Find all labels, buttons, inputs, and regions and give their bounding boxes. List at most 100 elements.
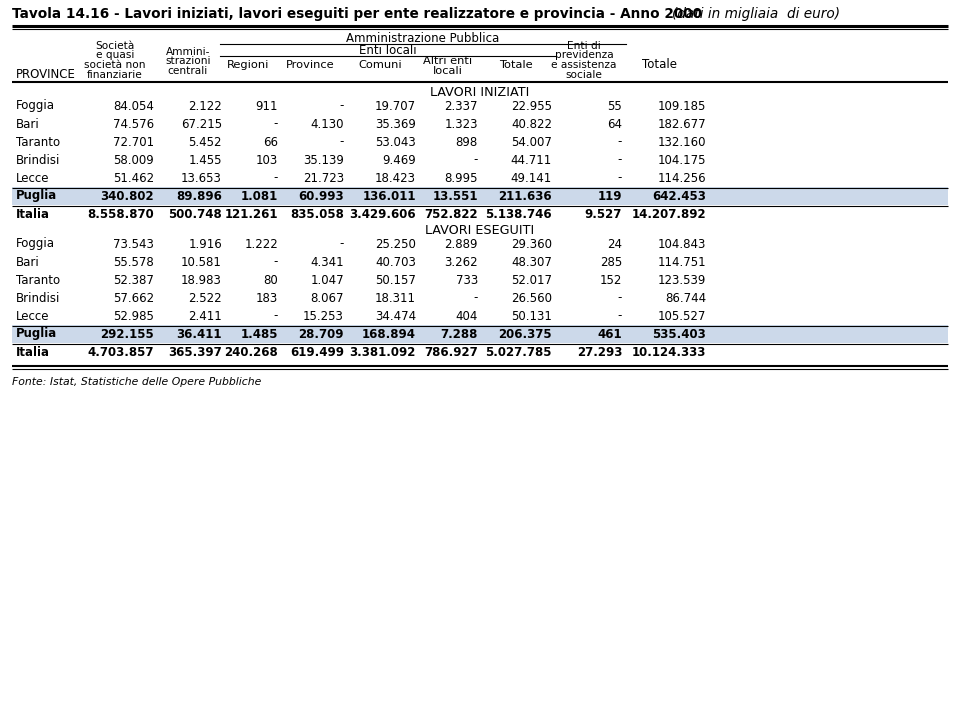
Text: Regioni: Regioni (227, 60, 269, 70)
Text: 3.262: 3.262 (444, 256, 478, 268)
Text: 55: 55 (608, 100, 622, 112)
Text: 25.250: 25.250 (375, 237, 416, 251)
Text: 104.843: 104.843 (658, 237, 706, 251)
Text: 3.381.092: 3.381.092 (349, 345, 416, 359)
Text: -: - (617, 136, 622, 148)
Text: 10.581: 10.581 (181, 256, 222, 268)
Text: 835.058: 835.058 (290, 208, 344, 220)
Text: 5.027.785: 5.027.785 (486, 345, 552, 359)
Text: Fonte: Istat, Statistiche delle Opere Pubbliche: Fonte: Istat, Statistiche delle Opere Pu… (12, 377, 261, 387)
Text: -: - (617, 172, 622, 184)
Text: 168.894: 168.894 (362, 328, 416, 340)
Text: -: - (617, 292, 622, 304)
Text: -: - (340, 100, 344, 112)
Text: Totale: Totale (499, 60, 533, 70)
Text: 15.253: 15.253 (303, 309, 344, 323)
Text: 74.576: 74.576 (113, 117, 154, 131)
Text: 54.007: 54.007 (511, 136, 552, 148)
Text: 1.916: 1.916 (188, 237, 222, 251)
Text: 36.411: 36.411 (177, 328, 222, 340)
Text: 2.337: 2.337 (444, 100, 478, 112)
Text: 114.256: 114.256 (658, 172, 706, 184)
Text: 103: 103 (255, 153, 278, 167)
Text: (dati in migliaia  di euro): (dati in migliaia di euro) (672, 7, 840, 21)
Text: 53.043: 53.043 (375, 136, 416, 148)
Text: 4.703.857: 4.703.857 (87, 345, 154, 359)
Text: 136.011: 136.011 (363, 189, 416, 203)
Text: 52.387: 52.387 (113, 273, 154, 287)
Text: 898: 898 (456, 136, 478, 148)
Text: Bari: Bari (16, 117, 39, 131)
Text: 34.474: 34.474 (374, 309, 416, 323)
Text: 132.160: 132.160 (658, 136, 706, 148)
Text: 26.560: 26.560 (511, 292, 552, 304)
Text: 1.485: 1.485 (241, 328, 278, 340)
Text: 3.429.606: 3.429.606 (349, 208, 416, 220)
Text: 72.701: 72.701 (113, 136, 154, 148)
Text: 50.131: 50.131 (511, 309, 552, 323)
Text: 13.551: 13.551 (433, 189, 478, 203)
Text: 51.462: 51.462 (113, 172, 154, 184)
Text: 18.311: 18.311 (375, 292, 416, 304)
Text: 84.054: 84.054 (113, 100, 154, 112)
Text: -: - (473, 153, 478, 167)
Text: Italia: Italia (16, 208, 50, 220)
Text: LAVORI INIZIATI: LAVORI INIZIATI (430, 85, 530, 99)
Text: Ammini-: Ammini- (166, 47, 210, 57)
Text: 40.703: 40.703 (375, 256, 416, 268)
Text: 40.822: 40.822 (511, 117, 552, 131)
Text: 2.889: 2.889 (444, 237, 478, 251)
Text: 9.527: 9.527 (585, 208, 622, 220)
Text: 21.723: 21.723 (302, 172, 344, 184)
Text: 911: 911 (255, 100, 278, 112)
Text: 183: 183 (255, 292, 278, 304)
Text: centrali: centrali (168, 66, 208, 76)
Text: Altri enti: Altri enti (423, 56, 472, 66)
Text: 60.993: 60.993 (299, 189, 344, 203)
Text: 27.293: 27.293 (577, 345, 622, 359)
Text: 57.662: 57.662 (113, 292, 154, 304)
Text: 619.499: 619.499 (290, 345, 344, 359)
Text: 340.802: 340.802 (101, 189, 154, 203)
Text: Totale: Totale (642, 59, 678, 71)
Text: 10.124.333: 10.124.333 (632, 345, 706, 359)
Text: 642.453: 642.453 (652, 189, 706, 203)
Text: -: - (274, 256, 278, 268)
Text: 52.017: 52.017 (511, 273, 552, 287)
Text: 35.369: 35.369 (375, 117, 416, 131)
Text: 182.677: 182.677 (658, 117, 706, 131)
Text: Enti locali: Enti locali (359, 44, 417, 56)
Text: -: - (617, 153, 622, 167)
Text: 18.423: 18.423 (375, 172, 416, 184)
Text: 285: 285 (600, 256, 622, 268)
Text: 109.185: 109.185 (658, 100, 706, 112)
Text: Tavola 14.16 - Lavori iniziati, lavori eseguiti per ente realizzatore e provinci: Tavola 14.16 - Lavori iniziati, lavori e… (12, 7, 707, 21)
Text: 35.139: 35.139 (303, 153, 344, 167)
Text: 5.138.746: 5.138.746 (486, 208, 552, 220)
Text: 13.653: 13.653 (181, 172, 222, 184)
Text: 14.207.892: 14.207.892 (632, 208, 706, 220)
Text: 28.709: 28.709 (299, 328, 344, 340)
Text: Taranto: Taranto (16, 136, 60, 148)
Text: e assistenza: e assistenza (551, 60, 616, 70)
Text: 240.268: 240.268 (225, 345, 278, 359)
Text: -: - (274, 309, 278, 323)
Text: 123.539: 123.539 (658, 273, 706, 287)
Text: 8.067: 8.067 (310, 292, 344, 304)
Text: 292.155: 292.155 (100, 328, 154, 340)
Text: Lecce: Lecce (16, 309, 50, 323)
Text: locali: locali (433, 66, 463, 76)
Text: 1.222: 1.222 (244, 237, 278, 251)
Text: 1.323: 1.323 (444, 117, 478, 131)
Text: 48.307: 48.307 (511, 256, 552, 268)
Text: Foggia: Foggia (16, 237, 55, 251)
Text: 73.543: 73.543 (113, 237, 154, 251)
Text: Italia: Italia (16, 345, 50, 359)
Text: Società: Società (95, 41, 134, 51)
Text: previdenza: previdenza (555, 51, 613, 61)
Text: società non: società non (84, 60, 146, 70)
Text: 119: 119 (597, 189, 622, 203)
Text: 9.469: 9.469 (382, 153, 416, 167)
Bar (12, 187, 948, 205)
Text: 80: 80 (263, 273, 278, 287)
